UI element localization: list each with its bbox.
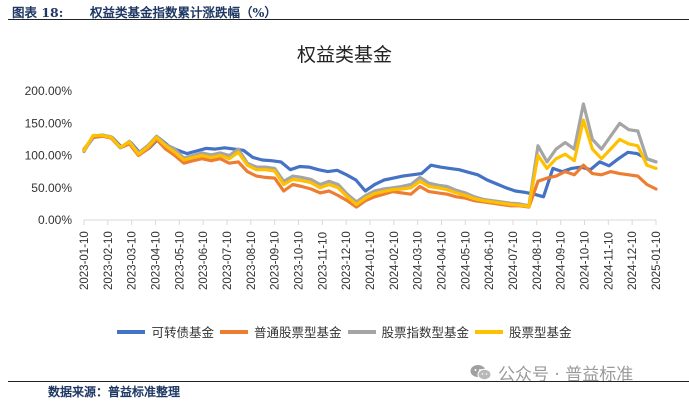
y-tick-label: 0.00% <box>38 213 72 227</box>
x-tick-label: 2024-11-10 <box>603 232 615 290</box>
x-tick-label: 2023-04-10 <box>151 231 163 290</box>
x-tick-label: 2024-04-10 <box>437 231 449 290</box>
legend-item: 股票型基金 <box>475 322 572 341</box>
legend-swatch <box>117 329 146 334</box>
x-tick-label: 2023-07-10 <box>222 231 234 290</box>
x-tick-label: 2024-05-10 <box>460 231 472 290</box>
series-line <box>82 102 658 208</box>
x-tick-label: 2023-09-10 <box>270 231 282 290</box>
x-tick-label: 2023-03-10 <box>127 231 139 290</box>
chart-title: 权益类基金 <box>296 44 392 66</box>
x-tick-label: 2024-02-10 <box>389 231 401 290</box>
figure-header: 图表 18: 权益类基金指数累计涨跌幅（%） <box>8 0 689 20</box>
legend-item: 可转债基金 <box>117 322 214 341</box>
series-line <box>82 134 658 199</box>
figure-label: 图表 18: <box>12 5 64 20</box>
watermark: 公众号 · 普益标准 <box>470 360 633 385</box>
legend-label: 股票型基金 <box>509 325 572 340</box>
x-tick-label: 2023-05-10 <box>174 231 186 290</box>
y-tick-label: 100.00% <box>25 149 73 163</box>
line-chart-plot: 0.00% 50.00% 100.00% 150.00% 200.00% 2023-01-… <box>25 84 663 290</box>
y-tick-label: 50.00% <box>31 181 72 195</box>
source-divider <box>8 381 689 382</box>
series-line <box>82 118 658 209</box>
legend-swatch <box>347 329 376 334</box>
legend-swatch <box>219 329 248 334</box>
legend-swatch <box>475 329 504 334</box>
x-tick-label: 2023-10-10 <box>294 231 306 290</box>
series-line <box>82 134 658 209</box>
x-tick-label: 2025-01-10 <box>651 231 663 290</box>
x-tick-label: 2024-10-10 <box>580 231 592 290</box>
x-tick-label: 2024-12-10 <box>627 231 639 290</box>
y-tick-label: 150.00% <box>25 116 73 130</box>
x-tick-label: 2024-07-10 <box>508 231 520 290</box>
legend-label: 股票指数型基金 <box>381 325 470 340</box>
x-tick-label: 2024-01-10 <box>365 231 377 290</box>
data-source: 数据来源：普益标准整理 <box>48 385 181 399</box>
x-tick-label: 2024-03-10 <box>413 231 425 290</box>
x-tick-label: 2023-12-10 <box>341 231 353 290</box>
x-tick-label: 2023-01-10 <box>79 231 91 290</box>
x-tick-label: 2023-06-10 <box>198 231 210 290</box>
x-tick-label: 2023-11-10 <box>317 232 329 290</box>
legend-label: 可转债基金 <box>151 325 214 340</box>
x-tick-label: 2024-08-10 <box>532 231 544 290</box>
wechat-icon <box>470 365 492 381</box>
watermark-text: 公众号 · 普益标准 <box>498 365 634 385</box>
x-tick-label: 2023-02-10 <box>103 231 115 290</box>
y-tick-label: 200.00% <box>25 84 73 98</box>
chart-legend: 可转债基金 普通股票型基金 股票指数型基金 股票型基金 <box>0 322 689 341</box>
x-tick-label: 2023-08-10 <box>246 231 258 290</box>
x-tick-label: 2024-06-10 <box>484 231 496 290</box>
x-tick-label: 2024-09-10 <box>556 231 568 290</box>
legend-item: 股票指数型基金 <box>347 322 470 341</box>
figure-title: 权益类基金指数累计涨跌幅（%） <box>90 5 277 20</box>
legend-label: 普通股票型基金 <box>253 325 342 340</box>
legend-item: 普通股票型基金 <box>219 322 342 341</box>
